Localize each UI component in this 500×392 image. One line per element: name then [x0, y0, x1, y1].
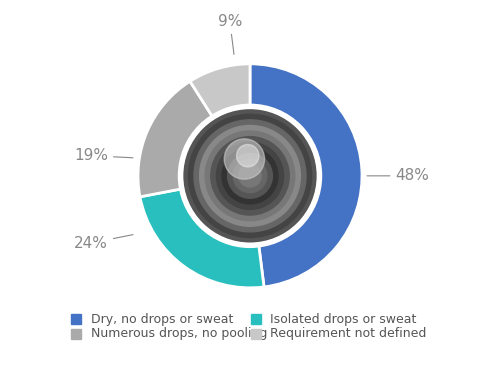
Text: 24%: 24%	[74, 235, 133, 250]
Circle shape	[236, 145, 259, 167]
Circle shape	[200, 125, 300, 226]
Text: 19%: 19%	[74, 148, 133, 163]
Circle shape	[224, 139, 264, 179]
Circle shape	[216, 142, 284, 209]
Text: 9%: 9%	[218, 14, 242, 54]
Wedge shape	[140, 189, 264, 288]
Circle shape	[228, 153, 272, 198]
Wedge shape	[138, 81, 213, 197]
Text: Requirement not defined: Requirement not defined	[270, 327, 426, 340]
Text: Dry, no drops or sweat: Dry, no drops or sweat	[91, 313, 234, 326]
Circle shape	[205, 131, 295, 221]
Text: Isolated drops or sweat: Isolated drops or sweat	[270, 313, 416, 326]
Text: 48%: 48%	[367, 168, 430, 183]
Wedge shape	[250, 64, 362, 287]
Circle shape	[194, 120, 306, 232]
Circle shape	[239, 165, 261, 187]
Circle shape	[211, 137, 289, 215]
Wedge shape	[190, 64, 250, 117]
Circle shape	[188, 114, 312, 238]
Circle shape	[181, 107, 319, 245]
Circle shape	[233, 159, 267, 192]
Circle shape	[222, 148, 278, 204]
Circle shape	[180, 105, 320, 247]
Text: Numerous drops, no pooling: Numerous drops, no pooling	[91, 327, 268, 340]
